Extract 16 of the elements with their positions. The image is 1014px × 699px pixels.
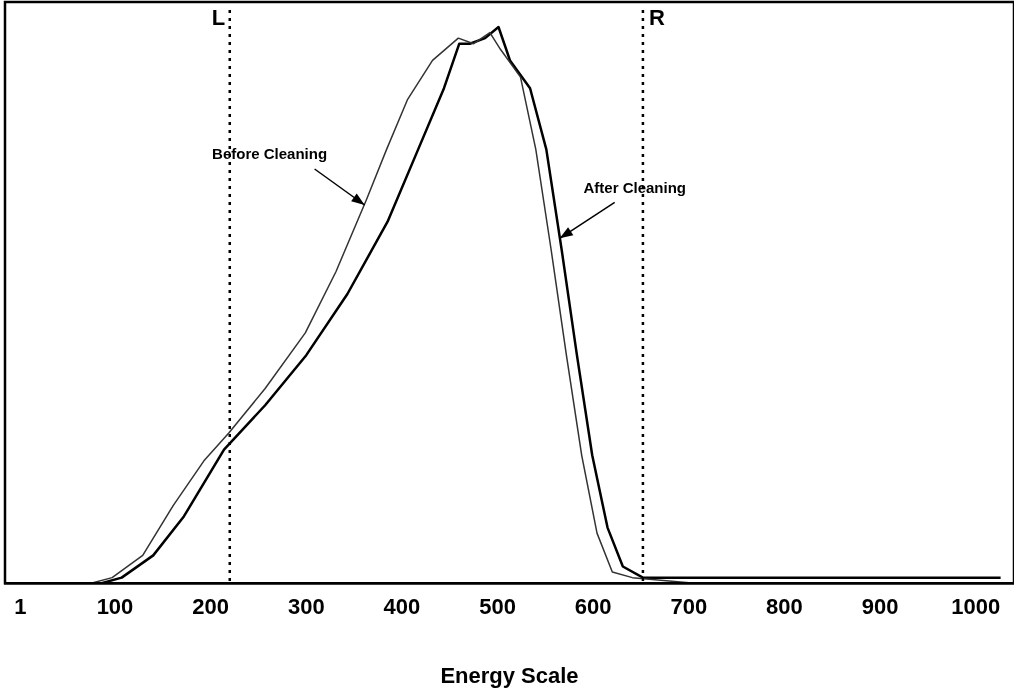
x-tick-label: 1000 — [951, 594, 1001, 620]
x-axis-title: Energy Scale — [440, 662, 579, 688]
x-tick-label: 700 — [670, 594, 708, 620]
x-tick-label: 100 — [96, 594, 134, 620]
ref-line-label: R — [648, 5, 665, 31]
annotation: After Cleaning — [583, 178, 686, 196]
x-tick-label: 800 — [766, 594, 803, 620]
x-tick-label: 400 — [383, 594, 421, 620]
ref-line-label: L — [211, 5, 226, 31]
x-tick-label: 500 — [479, 594, 516, 620]
x-tick-label: 300 — [287, 594, 325, 620]
x-tick-label: 900 — [861, 594, 899, 620]
x-tick-label: 600 — [574, 594, 612, 620]
x-tick-label: 200 — [192, 594, 229, 620]
x-tick-label: 1 — [14, 594, 27, 620]
annotation: Before Cleaning — [212, 145, 328, 163]
